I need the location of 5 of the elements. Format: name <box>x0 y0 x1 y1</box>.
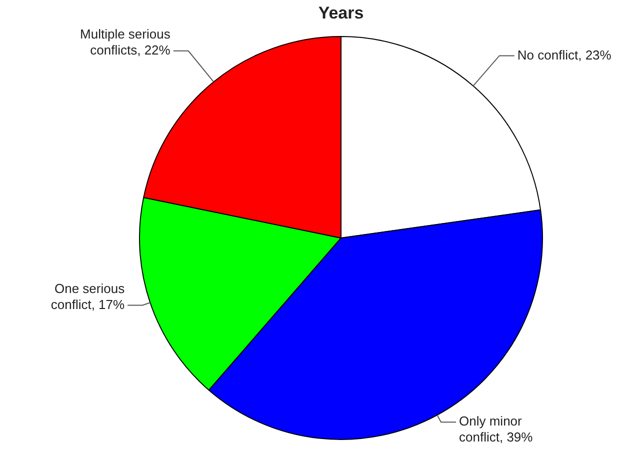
chart-title: Years <box>318 4 364 23</box>
slice-label: One serious conflict, 17% <box>50 280 126 312</box>
slice-label: Only minor conflict, 39% <box>459 414 534 445</box>
slice-label: Multiple serious conflicts, 22% <box>80 26 171 58</box>
slice-label: No conflict, 23% <box>517 47 612 62</box>
